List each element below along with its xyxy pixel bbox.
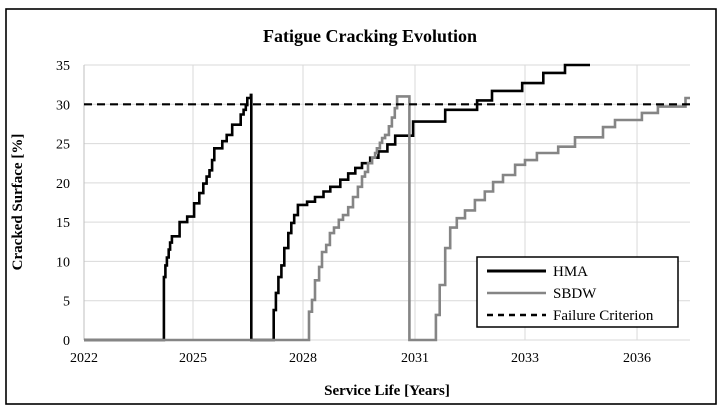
x-tick-label: 2031 <box>401 351 429 366</box>
y-tick-label: 15 <box>56 216 70 231</box>
x-tick-label: 2033 <box>511 351 539 366</box>
legend-failure-criterion-label: Failure Criterion <box>553 308 654 324</box>
legend-sbdw-label: SBDW <box>553 286 597 302</box>
y-tick-label: 25 <box>56 138 70 153</box>
y-tick-label: 30 <box>56 98 70 113</box>
x-axis-title: Service Life [Years] <box>324 383 450 399</box>
chart-title: Fatigue Cracking Evolution <box>263 26 477 46</box>
x-tick-label: 2028 <box>289 351 317 366</box>
x-tick-label: 2022 <box>70 351 98 366</box>
x-tick-label: 2025 <box>179 351 207 366</box>
y-tick-label: 35 <box>56 59 70 74</box>
y-tick-label: 5 <box>63 295 70 310</box>
series-hma-line <box>84 63 590 342</box>
y-tick-label: 20 <box>56 177 70 192</box>
series-sbdw-line <box>84 95 690 342</box>
x-tick-label: 2036 <box>623 351 651 366</box>
legend: HMA SBDW Failure Criterion <box>476 256 679 328</box>
legend-hma-label: HMA <box>553 264 588 280</box>
y-tick-label: 10 <box>56 255 70 270</box>
y-tick-label: 0 <box>63 334 70 349</box>
y-axis-title: Cracked Surface [%] <box>10 134 26 271</box>
figure-border <box>5 8 717 405</box>
data-series <box>84 63 690 342</box>
